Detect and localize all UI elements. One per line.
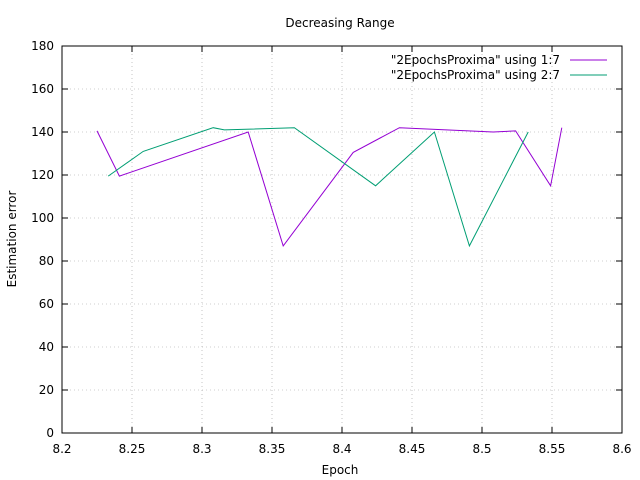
y-tick-label: 20 [39,383,54,397]
y-tick-label: 180 [31,39,54,53]
y-axis-label: Estimation error [5,191,19,288]
x-tick-label: 8.5 [472,442,491,456]
x-tick-label: 8.25 [119,442,146,456]
x-tick-label: 8.45 [399,442,426,456]
x-axis-label: Epoch [322,463,359,477]
y-tick-label: 80 [39,254,54,268]
y-tick-label: 60 [39,297,54,311]
y-tick-label: 140 [31,125,54,139]
x-tick-label: 8.35 [259,442,286,456]
x-tick-label: 8.3 [192,442,211,456]
x-tick-label: 8.55 [539,442,566,456]
y-tick-label: 120 [31,168,54,182]
y-tick-label: 100 [31,211,54,225]
x-tick-label: 8.6 [612,442,631,456]
legend-label-1: "2EpochsProxima" using 1:7 [391,53,560,67]
chart-title: Decreasing Range [285,16,394,30]
axis-ticks: 0 20 40 60 80 100 120 140 160 180 8.2 8.25 8.3 8.35 8.… [31,39,631,456]
legend: "2EpochsProxima" using 1:7"2EpochsProxim… [391,53,607,82]
x-tick-label: 8.2 [52,442,71,456]
series-line-2 [107,127,529,248]
x-tick-label: 8.4 [332,442,351,456]
series-line-1 [96,127,563,247]
series-lines [96,127,563,248]
grid-lines [62,46,622,433]
y-tick-label: 0 [46,426,54,440]
y-tick-label: 40 [39,340,54,354]
y-tick-label: 160 [31,82,54,96]
legend-label-2: "2EpochsProxima" using 2:7 [391,68,560,82]
